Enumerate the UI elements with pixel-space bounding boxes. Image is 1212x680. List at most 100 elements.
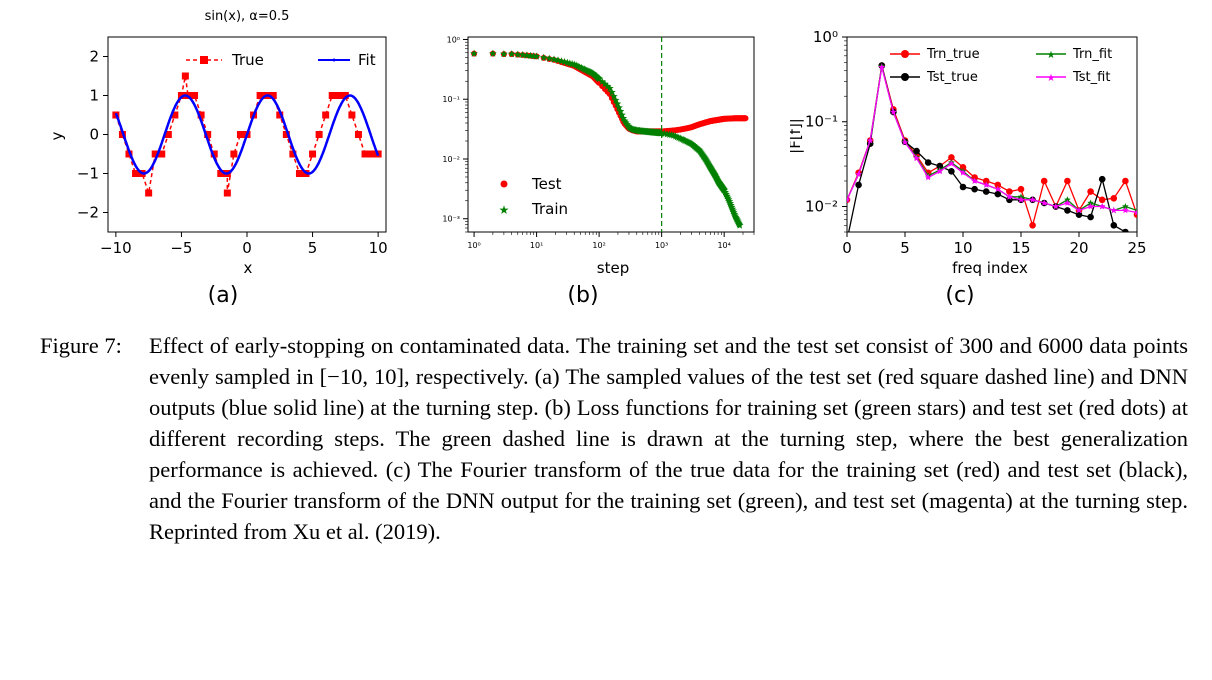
tst-fit-point [924,174,932,181]
trn-true-point [1064,177,1071,185]
legend-true-marker [200,56,208,64]
tst-true-point [1064,207,1071,214]
x-tick-label: 0 [842,239,852,257]
true-point [256,92,264,99]
panel-a-title: sin(x), α=0.5 [205,9,290,24]
y-tick-label: 2 [89,48,99,66]
true-point [315,131,323,138]
trn-fit-point [1064,196,1071,203]
panel-b: 10⁰ 10¹ 10² 10³ 10⁴ 10⁰ 10⁻¹ 10⁻² 10⁻³ step Test… [400,0,790,310]
tst-fit-point [948,160,955,167]
panel-b-plot-area [470,37,749,232]
x-tick-label: 10 [369,239,388,257]
trn-true-point [1122,177,1129,185]
tst-fit-point [994,185,1002,192]
x-tick-label: 0 [242,239,252,257]
panel-c-plot-area [847,62,1137,232]
legend-test-marker [500,180,508,188]
x-tick-label: 10³ [655,241,668,250]
tst-fit-point [1098,203,1106,210]
train-point [622,118,630,126]
tst-true-point [936,162,944,170]
x-tick-label: 5 [308,239,318,257]
tst-fit-point [982,181,990,188]
trn-fit-point [1087,199,1094,206]
legend-trn-fit-label: Trn_fit [1072,47,1112,62]
tst-true-point [971,185,978,193]
panel-b-xlabel: step [597,259,629,277]
x-tick-label: 5 [900,239,910,257]
legend-train-label: Train [531,200,568,218]
train-point [735,221,744,229]
tst-true-point [959,183,967,191]
panel-c-ylabel: |F[f]| [790,118,804,154]
panel-a-ylabel: y [48,131,66,140]
tst-fit-point [1029,196,1036,203]
x-tick-label: 10 [953,239,972,257]
train-point [623,120,631,128]
trn-true-point [1006,188,1013,195]
tst-fit-point [901,138,909,146]
true-point [295,170,303,177]
train-point [539,53,548,61]
true-point [309,150,317,158]
tst-fit-point [866,137,874,144]
train-point [532,52,541,60]
true-point [217,170,225,177]
tst-fit-point [936,167,944,175]
x-tick-label: 20 [1069,239,1088,257]
tst-fit-point [855,170,862,178]
panel-b-chart: 10⁰ 10¹ 10² 10³ 10⁴ 10⁰ 10⁻¹ 10⁻² 10⁻³ step Test… [442,35,755,308]
trn-true-point [994,181,1002,189]
panel-c-legend: Trn_true ★ Trn_fit Tst_true ★ Tst_fit [890,47,1112,85]
tst-fit-line [847,67,1137,214]
true-point [132,170,140,177]
panel-b-legend: Test ★ Train [499,175,568,218]
trn-true-point [982,177,990,185]
y-tick-label: 10⁻² [442,155,460,164]
true-point [197,111,205,119]
x-tick-label: 10² [592,241,605,250]
panel-c-axes [846,36,1138,233]
tst-fit-point [890,108,897,115]
tst-fit-point [1110,206,1118,214]
train-point [518,51,527,59]
true-point [181,72,189,80]
x-tick-label: 10¹ [530,241,543,250]
tst-true-line [848,65,1127,232]
trn-true-point [1040,177,1048,185]
tst-true-point [1122,228,1129,232]
tst-fit-point [959,169,967,176]
legend-tst-true-label: Tst_true [926,70,978,85]
true-point [276,111,284,119]
trn-true-point [1029,222,1036,229]
panel-a-xlabel: x [244,259,253,277]
trn-true-point [1087,188,1094,195]
true-point [145,189,153,197]
true-point [335,92,343,99]
tst-fit-point [1040,199,1048,206]
train-point [554,56,562,64]
tst-true-point [1075,211,1083,218]
panel-a: sin(x), α=0.5 −10 −5 0 5 10 2 1 0 −1 −2 x y True … [0,0,400,310]
true-point [322,111,330,119]
true-point [210,150,218,158]
trn-true-point [959,164,967,171]
true-point [204,131,212,138]
legend-fit-label: Fit [358,51,376,69]
x-tick-label: 10⁴ [717,241,730,250]
tst-true-point [1110,222,1118,229]
tst-fit-point [1087,203,1094,210]
legend-train-marker: ★ [499,203,510,217]
tst-fit-point [1052,203,1060,210]
panel-b-ticks: 10⁰ 10¹ 10² 10³ 10⁴ 10⁰ 10⁻¹ 10⁻² 10⁻³ [442,35,755,250]
tst-fit-point [1017,196,1025,203]
train-point [545,54,554,62]
true-point [230,150,238,158]
y-tick-label: −2 [77,204,99,222]
legend-trn-true-label: Trn_true [926,47,980,62]
tst-fit-point [1122,206,1129,214]
legend-trn-fit-marker: ★ [1047,50,1056,61]
train-point [598,77,606,85]
